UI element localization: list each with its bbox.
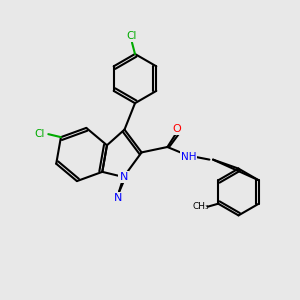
Text: CH₃: CH₃ [193,202,209,211]
Text: N: N [114,193,123,203]
Text: Cl: Cl [126,31,136,41]
Text: N: N [114,193,122,203]
Text: O: O [172,124,182,134]
Text: N: N [119,172,128,182]
Text: NH: NH [181,152,196,162]
Text: Cl: Cl [34,129,44,139]
